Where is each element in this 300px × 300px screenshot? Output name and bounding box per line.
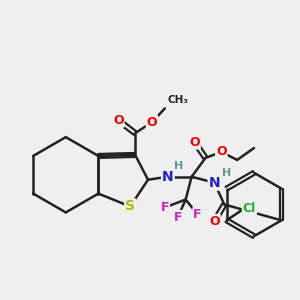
Text: S: S (125, 200, 135, 214)
Text: H: H (222, 168, 232, 178)
Text: F: F (193, 208, 202, 221)
Text: Cl: Cl (243, 202, 256, 215)
Text: F: F (173, 211, 182, 224)
Text: N: N (162, 170, 174, 184)
Text: N: N (208, 176, 220, 190)
Text: O: O (113, 114, 124, 127)
Text: O: O (189, 136, 200, 148)
Text: CH₃: CH₃ (168, 95, 189, 105)
Text: O: O (216, 146, 226, 158)
Text: O: O (209, 215, 220, 228)
Text: F: F (160, 201, 169, 214)
Text: H: H (174, 161, 183, 171)
Text: O: O (147, 116, 157, 129)
